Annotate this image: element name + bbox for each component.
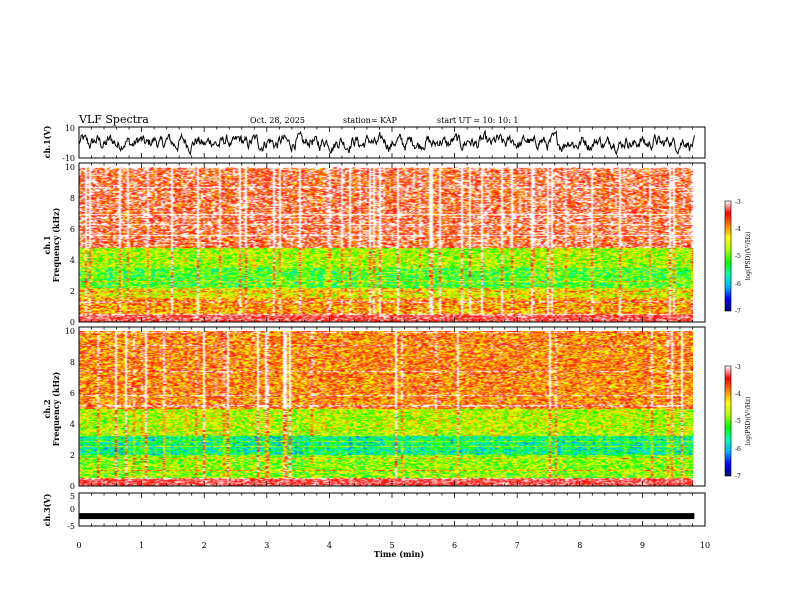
ch1-cb-tick-m4: -4: [735, 226, 741, 233]
ch2-freq-tick-8: 8: [70, 358, 75, 367]
ch1-ytick-top: 10: [65, 124, 75, 133]
chart-station: station= KAP: [343, 116, 398, 125]
ch1-spectrogram-panel: 0 2 4 6 8 10 ch.1 Frequency (kHz): [42, 162, 706, 327]
ch1-spectrogram-image: [79, 167, 693, 322]
ch2-freq-tick-4: 4: [70, 420, 75, 429]
ch1-frequency-label: Frequency (kHz): [51, 207, 61, 282]
x-tick-label-9: 9: [640, 541, 645, 550]
ch1-freq-tick-6: 6: [70, 225, 75, 234]
ch2-colorbar-frame: [724, 365, 732, 477]
axis-ticks: [78, 127, 706, 526]
ch1-spectrogram-yticks: 0 2 4 6 8 10: [65, 163, 75, 327]
ch2-spectrogram-image: [79, 331, 693, 486]
ch2-spectrogram-panel: 0 2 4 6 8 10 ch.2 Frequency (kHz): [42, 326, 706, 491]
x-tick-label-3: 3: [264, 541, 269, 550]
ch1-colorbar-gradient: [725, 201, 731, 311]
ch1-ytick-bottom: -10: [62, 154, 75, 163]
x-tick-label-10: 10: [700, 541, 710, 550]
ch1-ylabel: ch.1(V): [42, 125, 52, 158]
x-tick-label-6: 6: [452, 541, 457, 550]
x-tick-label-5: 5: [389, 541, 394, 550]
ch2-colorbar-label: log(PSD)(V²/Hz): [745, 397, 752, 446]
chart-date: Oct. 28, 2025: [250, 116, 305, 125]
chart-title: VLF Spectra: [78, 113, 149, 126]
x-tick-label-4: 4: [327, 541, 332, 550]
ch1-colorbar-label: log(PSD)(V²/Hz): [745, 232, 752, 281]
ch2-spectrogram-ylabel: ch.2: [42, 399, 52, 418]
ch3-trace-series: [79, 513, 695, 520]
ch2-colorbar: -3 -4 -5 -6 -7 log(PSD)(V²/Hz): [724, 364, 752, 480]
x-tick-label-0: 0: [76, 541, 81, 550]
ch1-freq-tick-8: 8: [70, 194, 75, 203]
ch3-ytick-mid: 0: [70, 505, 75, 514]
ch1-cb-tick-m7: -7: [735, 308, 741, 315]
ch1-freq-tick-2: 2: [70, 287, 75, 296]
ch2-freq-tick-10: 10: [65, 327, 75, 336]
ch2-cb-tick-m5: -5: [735, 418, 741, 425]
ch1-cb-tick-m6: -6: [735, 281, 741, 288]
x-tick-label-1: 1: [139, 541, 144, 550]
ch1-freq-tick-10: 10: [65, 163, 75, 172]
ch1-freq-tick-0: 0: [70, 318, 75, 327]
ch2-frequency-label: Frequency (kHz): [51, 371, 61, 446]
x-tick-label-7: 7: [515, 541, 520, 550]
ch1-cb-tick-m3: -3: [735, 199, 741, 206]
ch1-freq-tick-4: 4: [70, 256, 75, 265]
ch3-ytick-bottom: -5: [67, 522, 75, 531]
ch3-ytick-top: 5: [70, 492, 75, 501]
x-axis-label: Time (min): [374, 549, 424, 559]
ch2-cb-tick-m3: -3: [735, 364, 741, 371]
ch1-waveform-series: [78, 129, 695, 156]
ch2-freq-tick-0: 0: [70, 482, 75, 491]
ch1-colorbar-frame: [724, 200, 732, 312]
ch1-cb-tick-m5: -5: [735, 253, 741, 260]
ch2-cb-tick-m7: -7: [735, 473, 741, 480]
ch2-freq-tick-6: 6: [70, 389, 75, 398]
ch1-spectrogram-ylabel: ch.1: [42, 235, 52, 254]
x-tick-label-2: 2: [202, 541, 207, 550]
ch2-spectrogram-yticks: 0 2 4 6 8 10: [65, 327, 75, 491]
x-tick-label-8: 8: [577, 541, 582, 550]
ch2-freq-tick-2: 2: [70, 451, 75, 460]
ch2-colorbar-gradient: [725, 366, 731, 476]
ch1-colorbar: -3 -4 -5 -6 -7 log(PSD)(V²/Hz): [724, 199, 752, 315]
chart-start-time: start UT = 10: 10: 1: [437, 116, 518, 125]
ch3-ylabel: ch.3(V): [42, 493, 52, 526]
ch2-cb-tick-m4: -4: [735, 391, 741, 398]
ch2-cb-tick-m6: -6: [735, 446, 741, 453]
x-axis-tick-labels: 0 1 2 3 4 5 6 7 8 9 10: [76, 541, 710, 550]
